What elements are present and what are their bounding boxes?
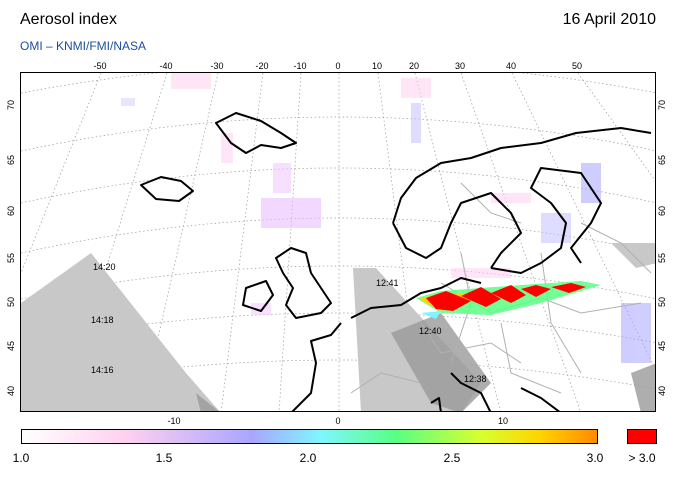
orbit-time-label: 14:18 [91, 315, 114, 325]
lat-tick-right: 50 [657, 296, 668, 308]
norway-south-coast [392, 192, 522, 269]
colorbar-tick: 1.0 [12, 451, 30, 465]
lon-tick-top: -50 [93, 61, 107, 71]
sardinia-coast [430, 397, 442, 411]
greenland-coast [215, 112, 297, 154]
lon-tick-top: -40 [159, 61, 173, 71]
orbit-time-label: 14:16 [91, 365, 114, 375]
lon-tick-bottom: 0 [335, 416, 341, 426]
source-subtitle: OMI – KNMI/FMI/NASA [20, 39, 147, 53]
orbit-time-label: 14:20 [93, 262, 116, 272]
lon-tick-bottom: 10 [497, 416, 509, 426]
lat-tick-left: 40 [6, 385, 17, 397]
lat-tick-left: 60 [6, 205, 17, 217]
lat-tick-right: 65 [657, 154, 668, 166]
lat-tick-right: 70 [657, 99, 668, 111]
lat-tick-right: 60 [657, 205, 668, 217]
colorbar-tick: 2.5 [443, 451, 461, 465]
map-canvas [21, 73, 655, 411]
italy-coast [450, 372, 492, 411]
date-label: 16 April 2010 [562, 11, 656, 28]
iceland-coast [140, 176, 194, 202]
uk-coast [275, 247, 332, 319]
lon-tick-top: -10 [293, 61, 307, 71]
balkans-coast [520, 387, 560, 411]
colorbar-tick: 1.5 [155, 451, 173, 465]
lat-tick-left: 70 [6, 99, 17, 111]
lon-tick-top: -20 [255, 61, 269, 71]
lon-tick-top: 40 [505, 61, 517, 71]
lon-tick-top: 20 [408, 61, 420, 71]
orbit-time-label: 12:41 [376, 278, 399, 288]
coastlines [140, 112, 652, 411]
lat-tick-left: 55 [6, 252, 17, 264]
scandinavia-coast [392, 127, 652, 224]
france-coast [291, 322, 342, 411]
baltic-coast [490, 167, 602, 274]
lat-tick-right: 45 [657, 340, 668, 352]
colorbar [21, 429, 598, 444]
colorbar-tick: 3.0 [586, 451, 604, 465]
lat-tick-right: 55 [657, 252, 668, 264]
lat-tick-left: 50 [6, 296, 17, 308]
lon-tick-top: -30 [210, 61, 224, 71]
ash-plume [416, 281, 601, 319]
aerosol-map[interactable]: 14:20 14:18 14:16 12:41 12:40 12:38 [20, 72, 656, 412]
orbit-time-label: 12:38 [464, 374, 487, 384]
lon-tick-top: 0 [335, 61, 341, 71]
colorbar-overflow-label: > 3.0 [628, 451, 656, 465]
colorbar-overflow-swatch [627, 429, 657, 444]
lon-tick-bottom: -10 [167, 416, 181, 426]
page-title: Aerosol index [20, 11, 117, 28]
ireland-coast [242, 280, 274, 312]
lon-tick-top: 30 [454, 61, 466, 71]
lon-tick-top: 50 [571, 61, 583, 71]
continent-coast [350, 277, 482, 319]
orbit-time-label: 12:40 [419, 326, 442, 336]
aerosol-swaths-low [121, 73, 651, 363]
lat-tick-right: 40 [657, 385, 668, 397]
lat-tick-left: 65 [6, 154, 17, 166]
colorbar-tick: 2.0 [299, 451, 317, 465]
lat-tick-left: 45 [6, 340, 17, 352]
lon-tick-top: 10 [371, 61, 383, 71]
graticule [21, 73, 655, 411]
